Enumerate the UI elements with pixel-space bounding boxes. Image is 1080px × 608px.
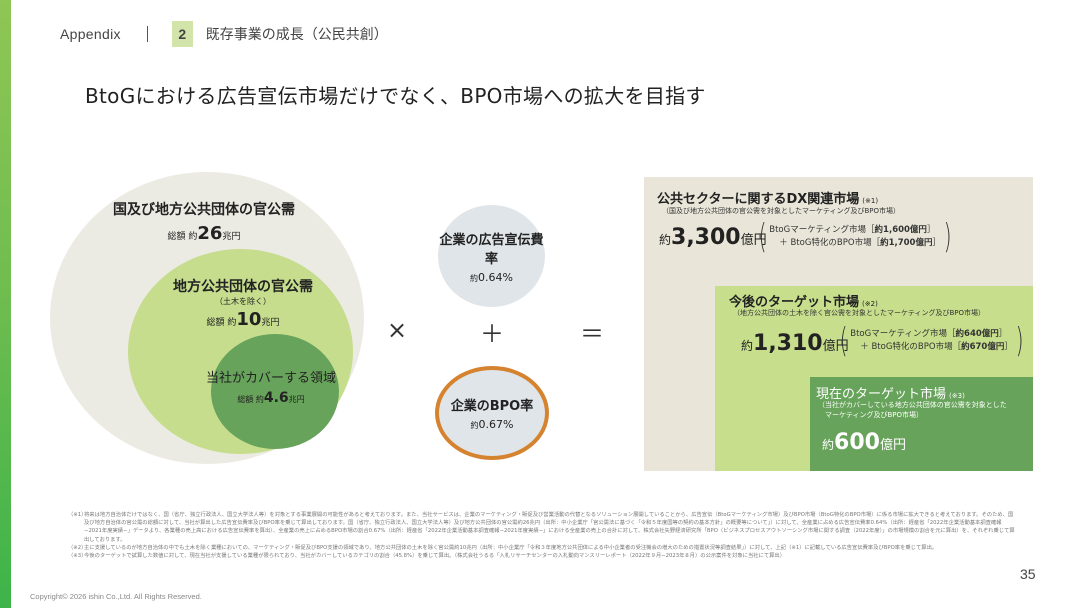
page-number: 35 xyxy=(1020,566,1036,582)
market-future-breakdown-marketing: BtoGマーケティング市場［約640億円］ xyxy=(850,329,1008,339)
market-future-breakdown: ( BtoGマーケティング市場［約640億円］ ＋ BtoG特化のBPO市場［約… xyxy=(839,321,1024,361)
footnote-3: （※3） 今後のターゲットで試算した数値に対して、現在当社が支援している業種が限ら… xyxy=(68,553,786,560)
footnotes: （※1） 将来は地方自治体だけではなく、国（省庁、独立行政法人、国立大学法人等）を… xyxy=(68,511,1018,560)
market-box-current-target: 現在のターゲット市場 (※3) （当社がカバーしている地方公共団体の官公需を対象と… xyxy=(810,377,1033,471)
venn-inner-title: 当社がカバーする領域 xyxy=(205,371,336,386)
copyright: Copyright© 2026 ishin Co.,Ltd. All Right… xyxy=(30,592,202,601)
venn-inner-amount: 総額 約4.6兆円 xyxy=(237,390,305,406)
venn-inner-label: 当社がカバーする領域 総額 約4.6兆円 xyxy=(196,367,346,406)
venn-middle-title: 地方公共団体の官公需 xyxy=(173,279,313,295)
multiply-operator: × xyxy=(387,316,408,344)
market-dx-breakdown-bpo: ＋ BtoG特化のBPO市場［約1,700億円］ xyxy=(779,238,941,248)
market-future-title: 今後のターゲット市場 (※2) xyxy=(729,295,878,310)
market-future-desc: （地方公共団体の土木を除く官公需を対象としたマーケティング及びBPO市場） xyxy=(733,309,985,317)
page-headline: BtoGにおける広告宣伝市場だけでなく、BPO市場への拡大を目指す xyxy=(85,84,706,108)
bpo-rate-title: 企業のBPO率 xyxy=(450,399,534,414)
venn-outer-title: 国及び地方公共団体の官公需 xyxy=(113,202,295,218)
venn-outer-label: 国及び地方公共団体の官公需 総額 約26兆円 xyxy=(104,199,304,244)
breadcrumb: Appendix 2 既存事業の成長（公民共創） xyxy=(60,20,388,48)
market-dx-breakdown-marketing: BtoGマーケティング市場［約1,600億円］ xyxy=(769,225,936,235)
market-future-breakdown-bpo: ＋ BtoG特化のBPO市場［約670億円］ xyxy=(860,342,1013,352)
ad-rate-circle: 企業の広告宣伝費率 約0.64% xyxy=(438,205,545,307)
market-dx-desc: （国及び地方公共団体の官公需を対象としたマーケティング及びBPO市場） xyxy=(662,207,900,215)
venn-middle-subtitle: （土木を除く） xyxy=(215,297,271,306)
venn-middle-amount: 総額 約10兆円 xyxy=(206,309,280,330)
venn-middle-label: 地方公共団体の官公需 （土木を除く） 総額 約10兆円 xyxy=(163,276,323,330)
ad-rate-title: 企業の広告宣伝費率 xyxy=(439,232,544,267)
market-current-value: 約600億円 xyxy=(822,430,906,455)
footnote-2: （※2） 主に支援しているのが地方自治体の中でも土木を除く業種においての、マーケテ… xyxy=(68,544,938,551)
market-current-desc: （当社がカバーしている地方公共団体の官公需を対象とした マーケティング及びBPO… xyxy=(818,401,1007,419)
market-future-value: 約1,310億円 xyxy=(741,331,849,356)
breadcrumb-divider xyxy=(146,26,148,42)
market-dx-value: 約3,300億円 xyxy=(659,225,767,250)
ad-rate-value: 約0.64% xyxy=(470,270,513,284)
footnote-1: （※1） 将来は地方自治体だけではなく、国（省庁、独立行政法人、国立大学法人等）を… xyxy=(68,512,1015,543)
plus-operator: ＋ xyxy=(480,320,504,348)
equals-operator: ＝ xyxy=(580,320,604,348)
venn-outer-amount: 総額 約26兆円 xyxy=(167,223,241,244)
breadcrumb-title: 既存事業の成長（公民共創） xyxy=(205,27,388,43)
venn-inner-ellipse xyxy=(211,334,339,449)
market-current-title: 現在のターゲット市場 (※3) xyxy=(816,387,965,402)
breadcrumb-section: Appendix xyxy=(60,26,121,42)
market-dx-breakdown: ( BtoGマーケティング市場［約1,600億円］ ＋ BtoG特化のBPO市場… xyxy=(758,217,952,257)
bpo-rate-value: 約0.67% xyxy=(470,418,514,431)
side-accent-bar xyxy=(0,0,11,608)
bpo-rate-circle: 企業のBPO率 約0.67% xyxy=(435,366,549,460)
section-number-badge: 2 xyxy=(171,21,193,47)
market-dx-title: 公共セクターに関するDX関連市場 (※1) xyxy=(657,192,879,207)
